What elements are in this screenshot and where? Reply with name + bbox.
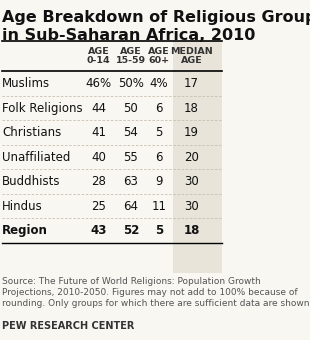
Text: 28: 28 [91,175,106,188]
Text: AGE
15-59: AGE 15-59 [116,47,146,65]
Text: MEDIAN
AGE: MEDIAN AGE [170,47,213,65]
Text: 5: 5 [155,126,163,139]
Text: 6: 6 [155,151,163,164]
Text: 30: 30 [184,200,199,212]
Text: 5: 5 [155,224,163,237]
Text: 43: 43 [90,224,107,237]
Text: 20: 20 [184,151,199,164]
Text: Region: Region [2,224,48,237]
Text: AGE
0-14: AGE 0-14 [87,47,110,65]
Text: 9: 9 [155,175,163,188]
Text: 52: 52 [123,224,139,237]
Text: 11: 11 [151,200,166,212]
Text: 4%: 4% [150,77,168,90]
Text: 18: 18 [183,224,200,237]
Text: Source: The Future of World Religions: Population Growth
Projections, 2010-2050.: Source: The Future of World Religions: P… [2,277,310,308]
Text: Unaffiliated: Unaffiliated [2,151,71,164]
Text: 46%: 46% [86,77,112,90]
Text: 44: 44 [91,102,106,115]
Text: PEW RESEARCH CENTER: PEW RESEARCH CENTER [2,321,135,331]
Text: Buddhists: Buddhists [2,175,61,188]
Text: AGE
60+: AGE 60+ [148,47,170,65]
Text: Christians: Christians [2,126,61,139]
Text: 41: 41 [91,126,106,139]
Text: Folk Religions: Folk Religions [2,102,83,115]
Text: 6: 6 [155,102,163,115]
Text: Muslims: Muslims [2,77,50,90]
Text: 64: 64 [123,200,139,212]
Text: 19: 19 [184,126,199,139]
Text: Age Breakdown of Religious Groups
in Sub-Saharan Africa, 2010: Age Breakdown of Religious Groups in Sub… [2,10,310,42]
Text: 25: 25 [91,200,106,212]
Text: Hindus: Hindus [2,200,43,212]
Text: 63: 63 [123,175,138,188]
Text: 17: 17 [184,77,199,90]
Bar [174,41,222,273]
Text: 18: 18 [184,102,199,115]
Text: 30: 30 [184,175,199,188]
Text: 54: 54 [123,126,138,139]
Text: 40: 40 [91,151,106,164]
Text: 50: 50 [124,102,138,115]
Text: 55: 55 [124,151,138,164]
Text: 50%: 50% [118,77,144,90]
